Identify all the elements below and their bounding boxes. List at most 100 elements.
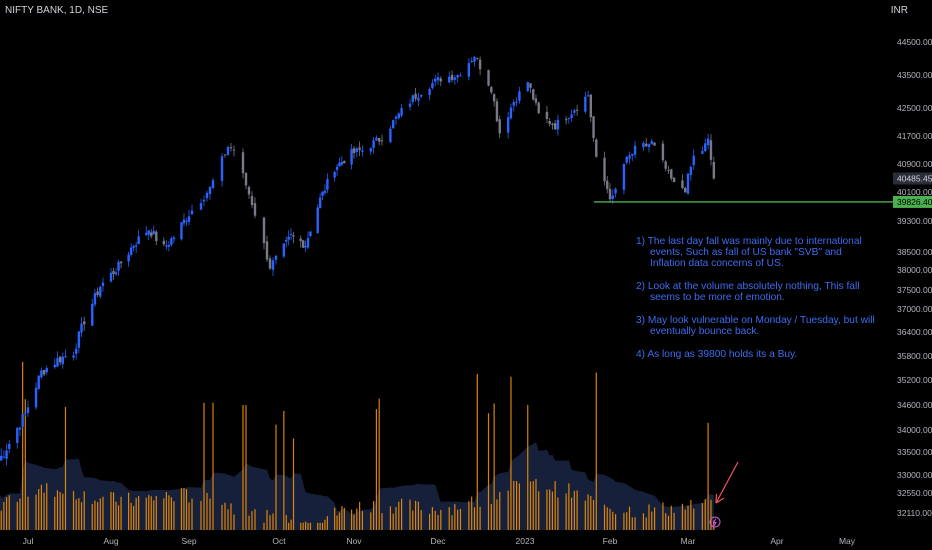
candle [323,190,327,193]
candle [704,143,707,152]
candle [326,179,329,190]
candle [545,111,549,119]
volume-bar [401,498,403,530]
candle [584,96,587,112]
candle [74,348,78,354]
volume-bar [590,495,592,530]
candle [492,94,496,102]
y-tick-5: 40100.00 [897,187,932,197]
volume-bar [115,501,117,530]
candle [338,162,341,167]
volume-bar [681,503,684,530]
volume-bar [353,514,355,530]
candle [241,152,245,174]
candle [304,246,307,248]
volume-bar [173,501,175,530]
candle [414,93,417,99]
candle [548,121,551,125]
candle [456,75,459,78]
volume-bar [38,489,40,530]
currency-label: INR [890,5,908,16]
volume-bar [248,515,250,530]
x-tick-7: Feb [603,536,618,546]
candle [205,192,209,199]
volume-bar [24,399,26,530]
candle [645,143,648,147]
candle [18,427,22,430]
y-tick-12: 35800.00 [897,351,932,361]
candle [16,427,19,443]
y-tick-1: 43500.00 [897,70,932,80]
candle [400,108,403,116]
volume-bar [319,522,321,530]
volume-bar [153,500,155,530]
volume-bar [168,495,170,530]
candle [190,210,194,215]
volume-bar [183,487,185,530]
candle [537,102,540,114]
volume-bar [409,499,411,530]
candle [91,303,94,326]
volume-bar [420,510,422,530]
x-tick-1: Aug [103,536,118,546]
volume-bar [431,507,433,530]
candle [109,272,113,282]
candle [265,241,269,260]
volume-bar [300,522,302,530]
candle [333,171,336,178]
y-tick-7: 38500.00 [897,247,932,257]
candle [380,140,384,142]
volume-bar [275,424,277,530]
candle [389,128,392,143]
volume-bar [163,498,165,530]
candle [436,77,440,81]
candle [152,230,155,235]
candle [5,450,8,459]
candle [301,240,305,248]
volume-bar [138,496,140,530]
volume-bar [75,499,77,530]
candle [450,74,454,80]
volume-bar [648,504,650,530]
volume-bar [56,490,59,530]
volume-bar [515,481,518,530]
volume-bar [412,510,414,530]
candle [556,119,560,130]
candle [684,187,687,193]
candle [24,412,27,414]
volume-bar [80,502,83,530]
candle [701,150,704,154]
volume-bar [614,514,617,530]
volume-bar [653,507,656,530]
volume-bar [375,409,377,530]
candle [692,155,695,166]
candle [187,216,191,222]
annotation-text[interactable]: 1) The last day fall was mainly due to i… [636,236,876,372]
candle [268,258,272,269]
volume-bar [5,497,8,530]
candle [564,119,568,121]
candle [681,180,684,189]
volume-bar [338,512,341,530]
volume-bar [529,481,532,530]
arrow-shaft [715,461,739,504]
volume-bar [110,491,112,530]
candle [470,60,473,63]
candle [58,356,62,363]
candle [467,63,471,77]
candle [439,78,443,82]
candle [155,231,158,242]
y-tick-18: 32550.00 [897,488,932,498]
volume-bar [130,502,132,530]
annotation-line-4: 4) As long as 39800 holds its a Buy. [636,349,798,360]
volume-bar [102,496,104,530]
candle [172,237,176,239]
candle [369,148,372,152]
volume-bar [203,402,205,530]
volume-bar [27,496,29,530]
volume-bar [634,517,636,530]
volume-bar [710,499,712,530]
candle [282,243,286,257]
volume-bar [343,507,345,530]
